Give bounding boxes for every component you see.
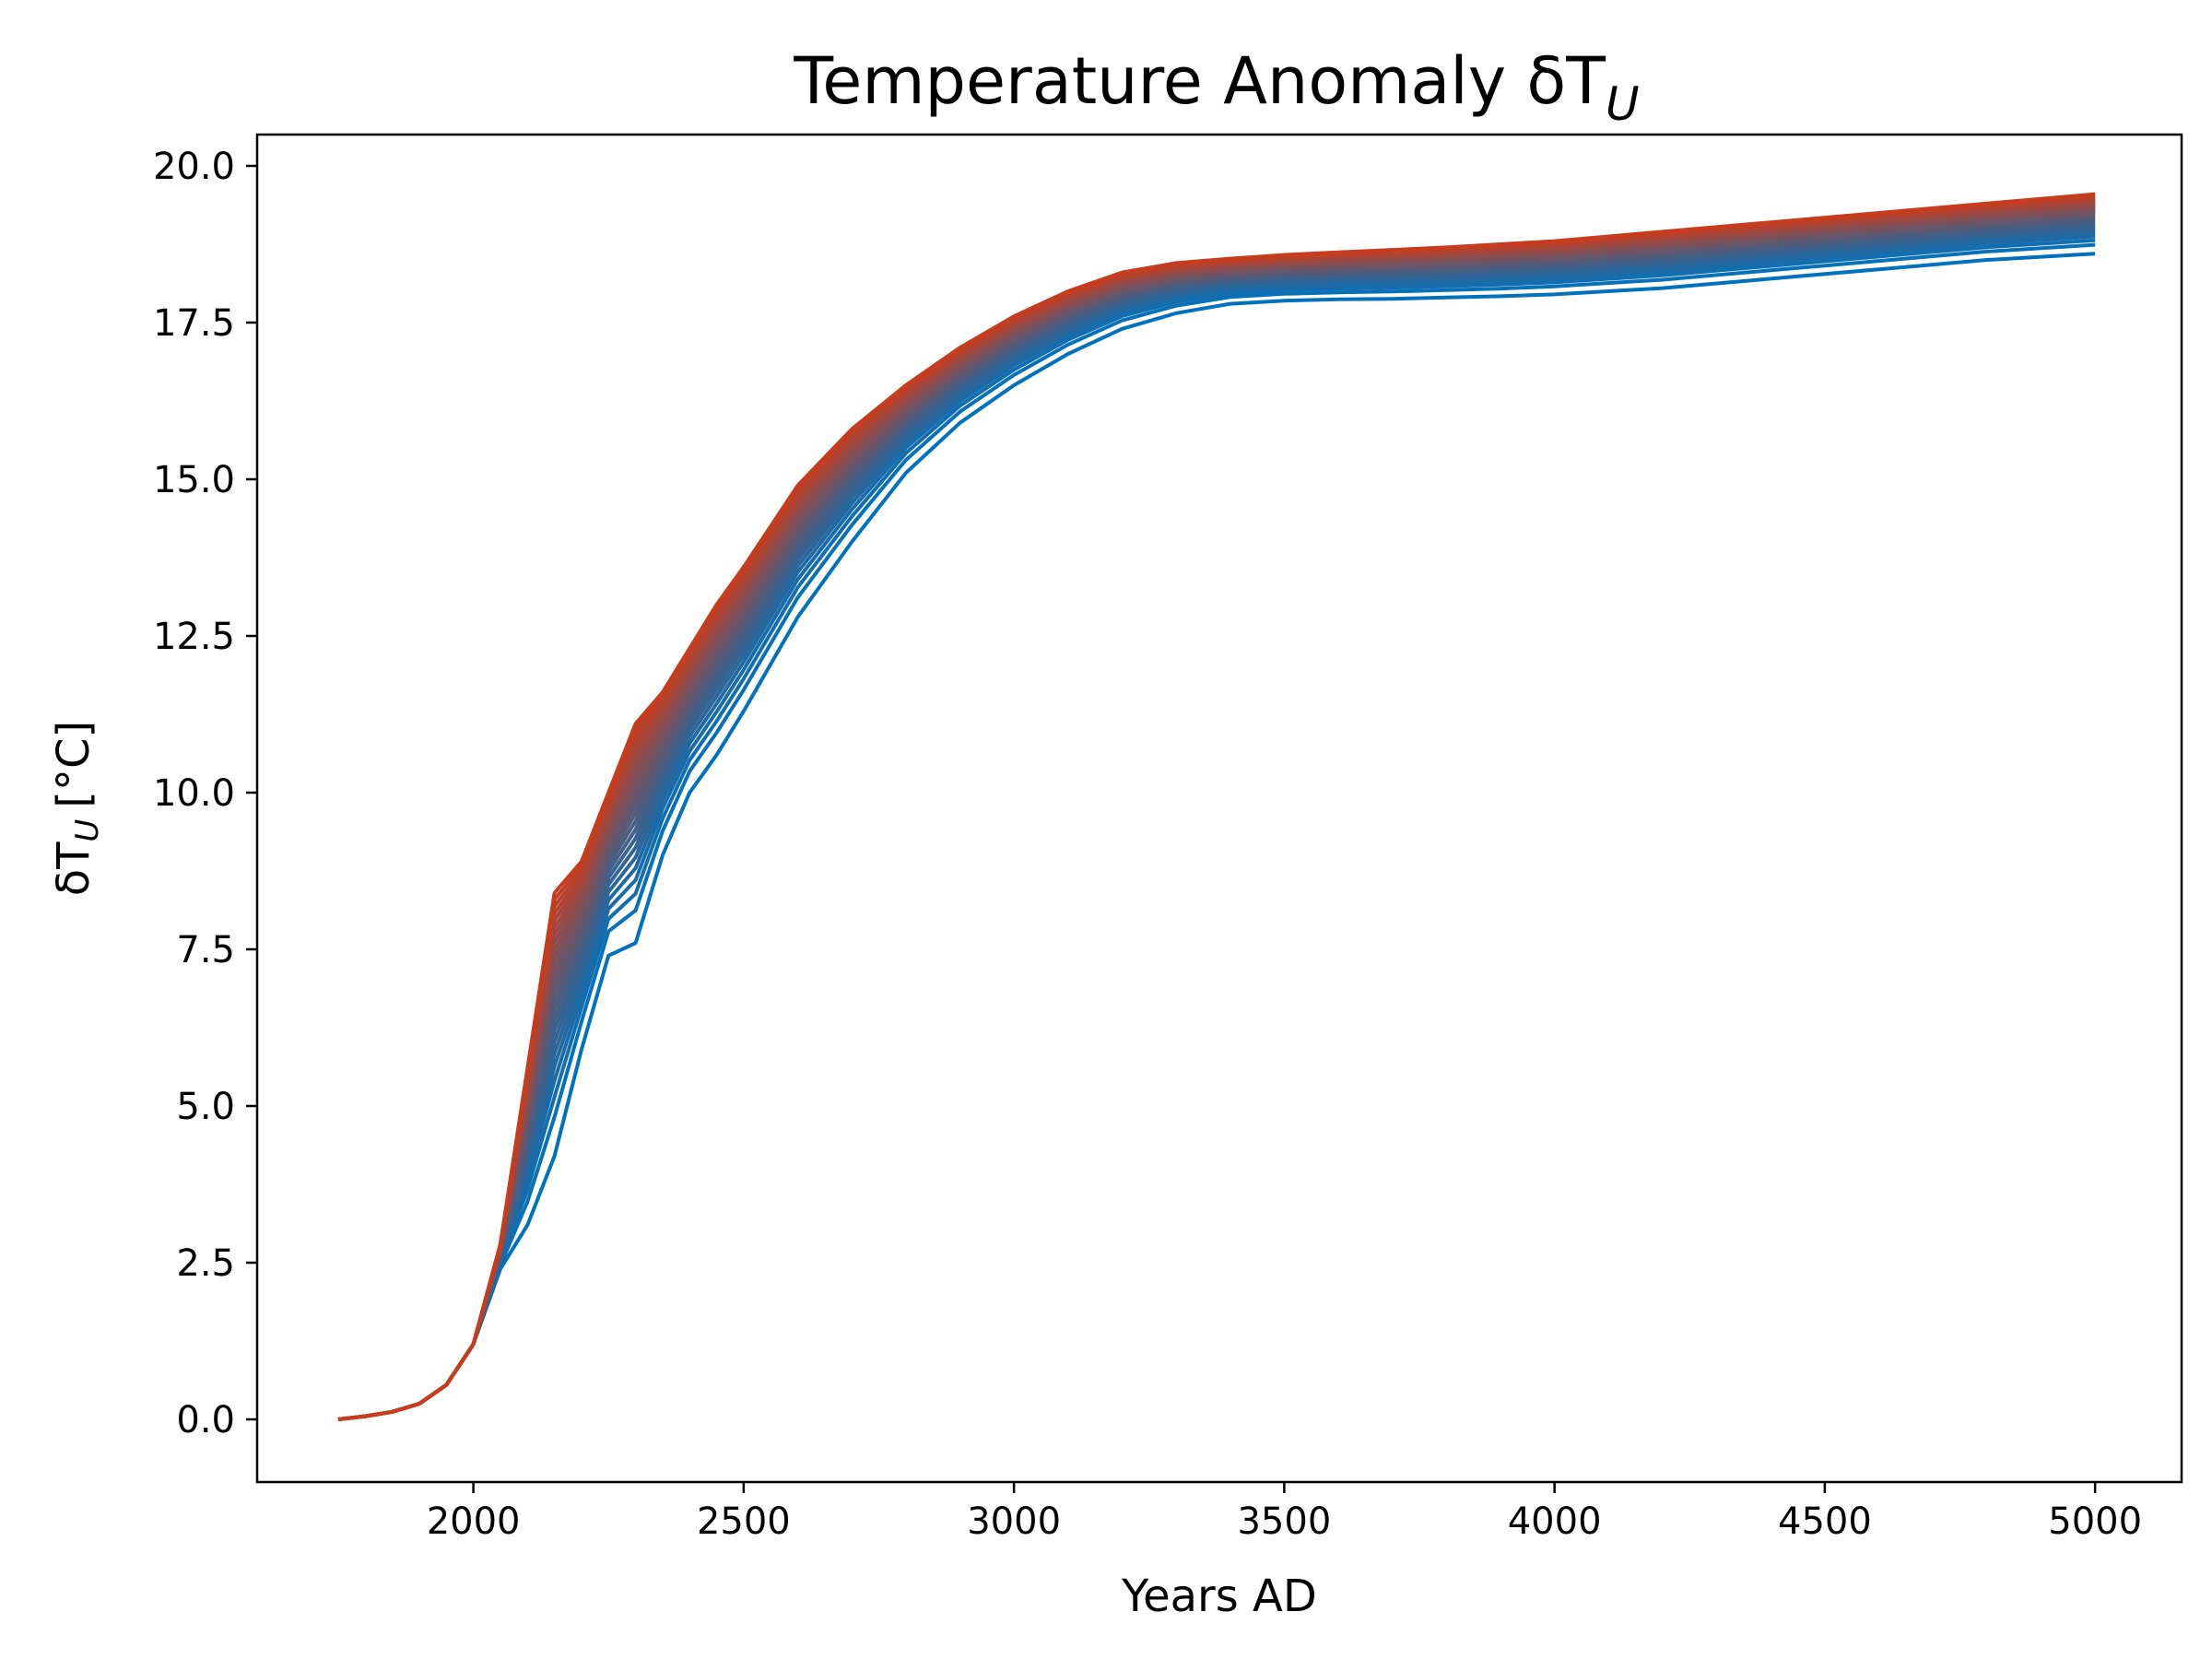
- x-tick-label: 5000: [2048, 1500, 2142, 1543]
- series-layer: [337, 192, 2096, 1421]
- y-tick-label: 20.0: [153, 146, 235, 188]
- series-line: [337, 192, 2096, 1421]
- x-tick-label: 3500: [1237, 1500, 1331, 1543]
- x-tick-label: 4500: [1778, 1500, 1872, 1543]
- y-tick-label: 0.0: [176, 1399, 235, 1441]
- y-tick-label: 12.5: [153, 616, 235, 658]
- y-tick-label: 7.5: [176, 929, 235, 971]
- y-tick-label: 17.5: [153, 302, 235, 345]
- tick-layer: 2000 2500 3000 3500 4000 4500 5000 0.0 2.5 5.0 7.5…: [153, 146, 2142, 1543]
- y-tick-label: 15.0: [153, 459, 235, 501]
- x-tick-label: 2500: [697, 1500, 791, 1543]
- plot-frame: [255, 133, 2183, 1484]
- y-tick-label: 5.0: [176, 1086, 235, 1128]
- chart-title: Temperature Anomaly δTU: [793, 43, 1639, 131]
- x-tick-label: 2000: [427, 1500, 521, 1543]
- x-tick-label: 4000: [1508, 1500, 1602, 1543]
- x-tick-label: 3000: [967, 1500, 1061, 1543]
- x-axis-label: Years AD: [1121, 1571, 1317, 1622]
- y-tick-label: 2.5: [176, 1242, 235, 1285]
- y-axis-label: δTU[°C]: [48, 721, 106, 897]
- y-tick-label: 10.0: [153, 772, 235, 815]
